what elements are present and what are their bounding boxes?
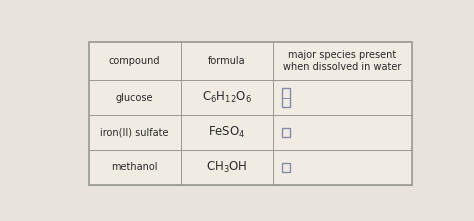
Text: methanol: methanol xyxy=(111,162,158,172)
Bar xyxy=(282,128,290,137)
Text: $\mathregular{C_6H_{12}O_6}$: $\mathregular{C_6H_{12}O_6}$ xyxy=(202,90,252,105)
Text: formula: formula xyxy=(208,56,246,66)
Bar xyxy=(282,163,290,172)
Text: $\mathregular{CH_3OH}$: $\mathregular{CH_3OH}$ xyxy=(206,160,247,175)
Text: iron(II) sulfate: iron(II) sulfate xyxy=(100,128,169,138)
Text: $\mathregular{FeSO_4}$: $\mathregular{FeSO_4}$ xyxy=(208,125,246,140)
Text: glucose: glucose xyxy=(116,93,154,103)
Bar xyxy=(282,88,290,107)
Text: compound: compound xyxy=(109,56,161,66)
Text: major species present
when dissolved in water: major species present when dissolved in … xyxy=(283,50,401,72)
Bar xyxy=(89,42,412,185)
Bar xyxy=(89,42,412,185)
